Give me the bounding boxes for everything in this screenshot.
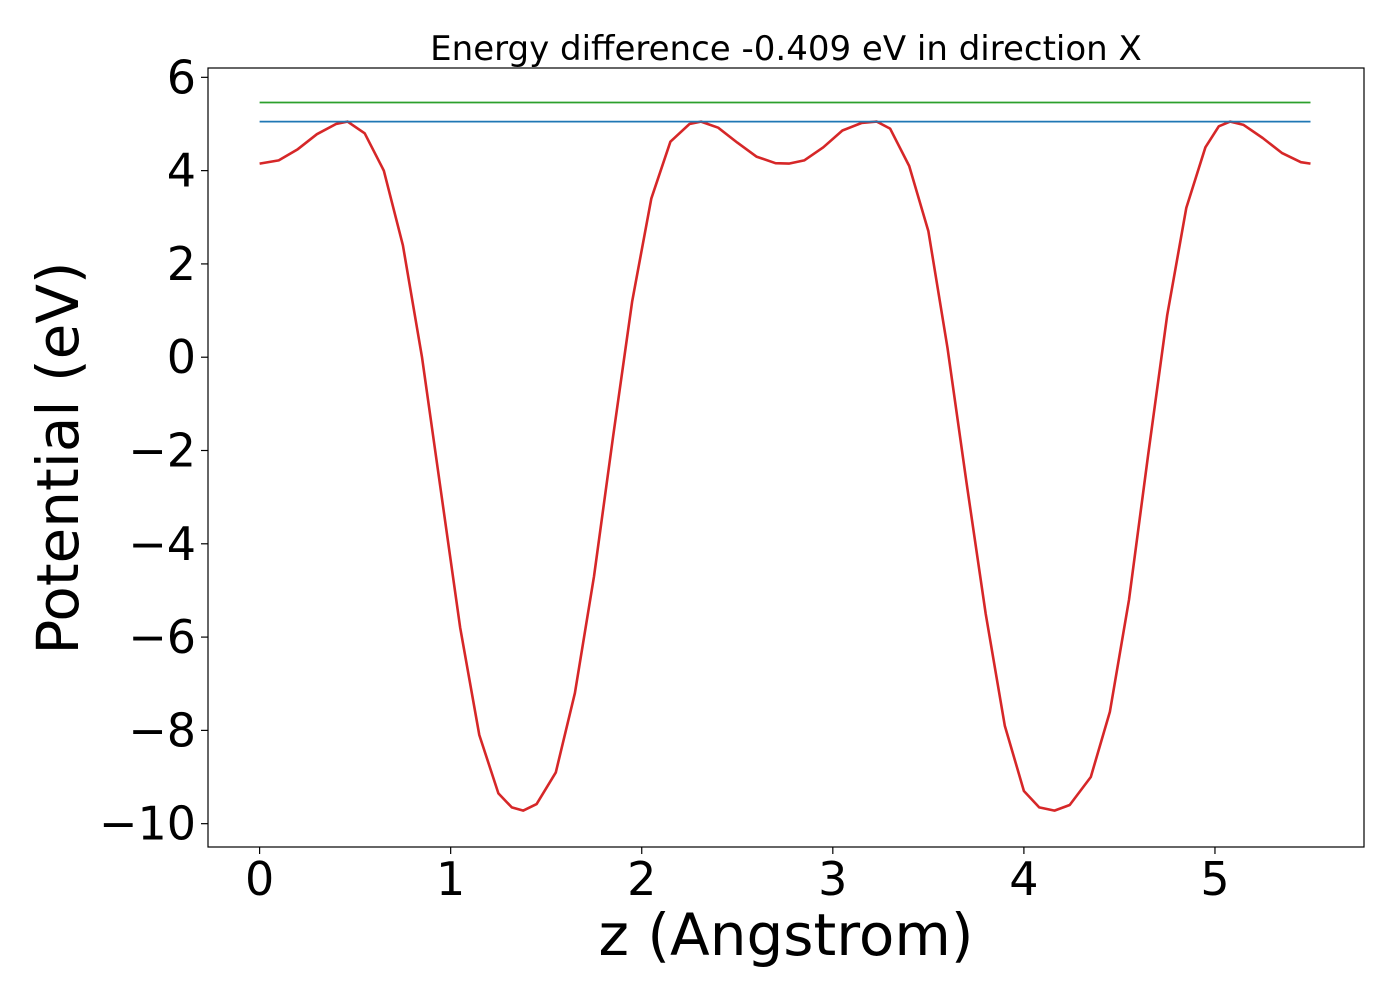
y-tick-label: 6 [167,50,196,104]
y-tick-label: −8 [128,703,196,757]
y-tick-label: −4 [128,517,196,571]
x-tick-label: 2 [627,852,656,906]
plot-area-frame [207,67,1365,848]
x-axis-ticks: 0 1 2 3 4 5 [245,847,1230,906]
y-tick-label: 0 [167,330,196,384]
y-tick-label: 2 [167,237,196,291]
x-axis-label: z (Angstrom) [599,901,974,969]
series-layer [259,101,1311,812]
x-tick-label: 0 [245,852,274,906]
y-tick-label: −6 [128,610,196,664]
x-tick-label: 1 [436,852,465,906]
y-tick-label: −10 [99,797,196,851]
y-tick-label: −2 [128,424,196,478]
x-tick-label: 3 [818,852,847,906]
series-line-1 [259,120,1311,812]
x-tick-label: 5 [1200,852,1229,906]
x-tick-label: 4 [1009,852,1038,906]
y-tick-label: 4 [167,144,196,198]
chart-title: Energy difference -0.409 eV in direction… [430,29,1142,69]
y-axis-label: Potential (eV) [24,261,92,654]
y-axis-ticks: −10 −8 −6 −4 −2 0 2 4 6 [99,50,208,851]
